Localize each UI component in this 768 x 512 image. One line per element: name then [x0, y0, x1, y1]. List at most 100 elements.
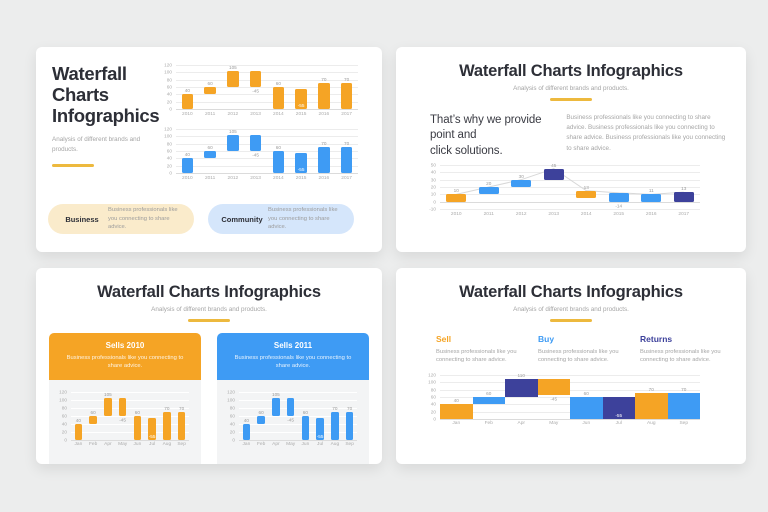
slide3-subtitle: Analysis of different brands and product… — [151, 306, 267, 313]
gridline — [440, 374, 700, 376]
x-tick-label: May — [549, 421, 559, 427]
bar-Jun — [570, 396, 603, 419]
x-tick-label: Jan — [74, 442, 83, 448]
plot-area: 10 2010 20 2011 30 2012 45 2013 13 2014 -14 2015 11 2… — [440, 162, 700, 217]
bar-value-label: 60 — [207, 145, 213, 150]
y-tick-label: 100 — [164, 69, 172, 75]
bar-May — [537, 378, 570, 396]
gridline — [440, 165, 700, 167]
slide3-cards-row: Sells 2010 Business professionals like y… — [36, 332, 382, 464]
bar-value-label: -55 — [297, 167, 305, 172]
slide-3-thumbnail[interactable]: Waterfall Charts Infographics Analysis o… — [36, 268, 382, 464]
bar-Aug — [163, 411, 171, 440]
bar-value-label: -55 — [615, 412, 623, 418]
gridline — [176, 94, 358, 96]
bar-value-label: 60 — [275, 145, 281, 150]
slide1-content-row: Waterfall Charts Infographics Analysis o… — [36, 47, 382, 181]
sells-2010-card: Sells 2010 Business professionals like y… — [49, 332, 201, 464]
y-tick-label: 40 — [166, 91, 172, 97]
bar-Jan — [74, 423, 83, 440]
slide-1-thumbnail[interactable]: Waterfall Charts Infographics Analysis o… — [36, 47, 382, 252]
y-tick-label: 120 — [59, 389, 67, 395]
y-tick-label: 40 — [430, 169, 436, 175]
gridline — [239, 407, 357, 409]
y-tick-label: 80 — [430, 387, 436, 393]
y-axis: 120 100 80 60 40 20 0 — [225, 389, 239, 442]
y-tick-label: 20 — [430, 409, 436, 415]
y-tick-label: 80 — [61, 405, 67, 411]
bar-value-label: 70 — [648, 387, 654, 393]
gridline — [71, 415, 189, 417]
gridline — [176, 165, 358, 167]
bar-value-label: 45 — [551, 162, 557, 168]
bar-value-label: 10 — [453, 188, 459, 194]
slide-4-thumbnail[interactable]: Waterfall Charts Infographics Analysis o… — [396, 268, 746, 464]
y-tick-label: 40 — [61, 421, 67, 427]
gridline — [176, 158, 358, 160]
bar-Jul — [148, 417, 156, 440]
gridline — [440, 187, 700, 189]
slide-2-thumbnail[interactable]: Waterfall Charts Infographics Analysis o… — [396, 47, 746, 252]
bar-value-label: 13 — [681, 186, 687, 192]
y-tick-label: 100 — [164, 133, 172, 139]
slide1-title-block: Waterfall Charts Infographics Analysis o… — [52, 63, 160, 173]
x-tick-label: 2013 — [250, 111, 261, 117]
business-pill-text: Business professionals like you connecti… — [108, 207, 178, 231]
bar-value-label: -14 — [615, 203, 623, 209]
bar-2012 — [227, 134, 239, 151]
gridline — [239, 439, 357, 441]
sell-buy-returns-waterfall-chart: 120 100 80 60 40 20 0 40 Jan 60 Feb 110 Apr -45 May 60 J… — [426, 372, 700, 426]
bar-value-label: 70 — [164, 405, 170, 411]
gridline — [176, 136, 358, 138]
bar-value-label: 13 — [583, 184, 589, 190]
legend-buy: Buy Business professionals like you conn… — [538, 334, 640, 365]
x-tick-label: Jan — [452, 421, 461, 427]
gridline — [71, 399, 189, 401]
y-tick-label: 60 — [166, 84, 172, 90]
x-tick-label: Aug — [330, 442, 340, 448]
y-tick-label: 60 — [61, 413, 67, 419]
x-tick-label: Feb — [484, 421, 493, 427]
bar-Jan — [440, 404, 473, 419]
bar-value-label: 70 — [179, 405, 185, 411]
gridline — [176, 143, 358, 145]
y-tick-label: 40 — [229, 421, 235, 427]
bar-Jun — [133, 415, 142, 440]
y-tick-label: 20 — [430, 184, 436, 190]
bar-2016 — [318, 147, 330, 173]
bar-Feb — [257, 415, 265, 424]
plot-area: 40 Jan 60 Feb 110 Apr -45 May 60 Jun -55 Jul 70 Aug 70… — [440, 373, 700, 426]
y-tick-label: 0 — [64, 437, 67, 443]
gridline — [176, 151, 358, 152]
slide2-paragraph: Business professionals like you connecti… — [566, 113, 726, 152]
gridline — [440, 172, 700, 174]
bar-value-label: 105 — [228, 128, 237, 134]
x-tick-label: 2017 — [341, 175, 352, 181]
legend-sell-text: Business professionals like you connecti… — [436, 348, 517, 364]
y-axis: 50 40 30 20 10 0 -10 — [426, 163, 440, 212]
y-tick-label: 0 — [433, 416, 436, 422]
x-tick-label: Jun — [301, 442, 310, 448]
gridline — [176, 72, 358, 74]
bar-2012 — [511, 179, 532, 188]
gridline — [239, 399, 357, 401]
bar-value-label: 70 — [332, 405, 338, 411]
bar-2016 — [318, 83, 330, 109]
bar-value-label: 60 — [207, 81, 213, 86]
community-pill-text: Business professionals like you connecti… — [268, 207, 338, 231]
bar-value-label: 60 — [583, 390, 589, 396]
bar-2014 — [272, 87, 285, 109]
bar-2011 — [204, 87, 216, 95]
bar-value-label: 20 — [486, 181, 492, 187]
x-tick-label: Sep — [345, 442, 354, 448]
bar-value-label: 70 — [344, 77, 350, 83]
plot-area: 40 Jan 60 Feb 105 Apr -45 May 60 Jun -55 Jul 70 Aug 70… — [239, 391, 357, 447]
bar-Jun — [301, 415, 310, 440]
gridline — [176, 173, 358, 174]
bar-value-label: 40 — [184, 88, 190, 94]
x-tick-label: Feb — [88, 442, 98, 448]
solutions-waterfall-chart: 50 40 30 20 10 0 -10 10 2010 20 2011 30 2012 45 2013 13… — [426, 162, 700, 217]
x-tick-label: May — [286, 442, 296, 448]
x-tick-label: 2017 — [341, 111, 352, 117]
